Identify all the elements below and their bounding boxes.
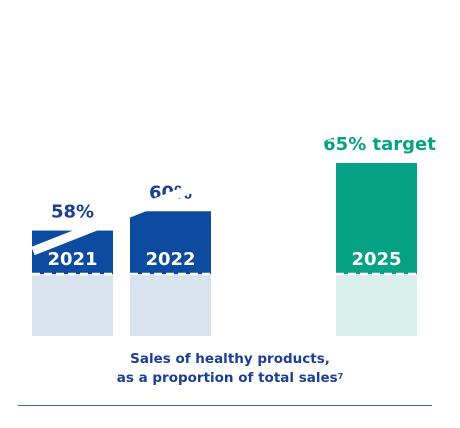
divider-line	[18, 405, 432, 406]
bar-base-2022	[130, 274, 211, 336]
category-label-2021: 2021	[47, 249, 97, 270]
caption-line-2: as a proportion of total sales7	[0, 369, 460, 388]
bar-base-2025	[336, 274, 417, 336]
caption-line-2-text: as a proportion of total sales	[116, 370, 338, 386]
data-label-2025: 65% target	[323, 134, 436, 155]
footnote-marker: 7	[337, 372, 344, 381]
bar-base-2021	[32, 274, 113, 336]
data-label-2021: 58%	[51, 202, 94, 223]
bar-2022	[130, 211, 211, 274]
category-label-2022: 2022	[145, 249, 195, 270]
bar-2025	[336, 163, 417, 274]
trend-arrow-head	[359, 102, 404, 139]
caption-line-1: Sales of healthy products,	[130, 351, 330, 367]
trend-arrow-shaft	[31, 114, 370, 256]
chart-caption: Sales of healthy products, as a proporti…	[0, 350, 460, 388]
category-label-2025: 2025	[351, 249, 401, 270]
